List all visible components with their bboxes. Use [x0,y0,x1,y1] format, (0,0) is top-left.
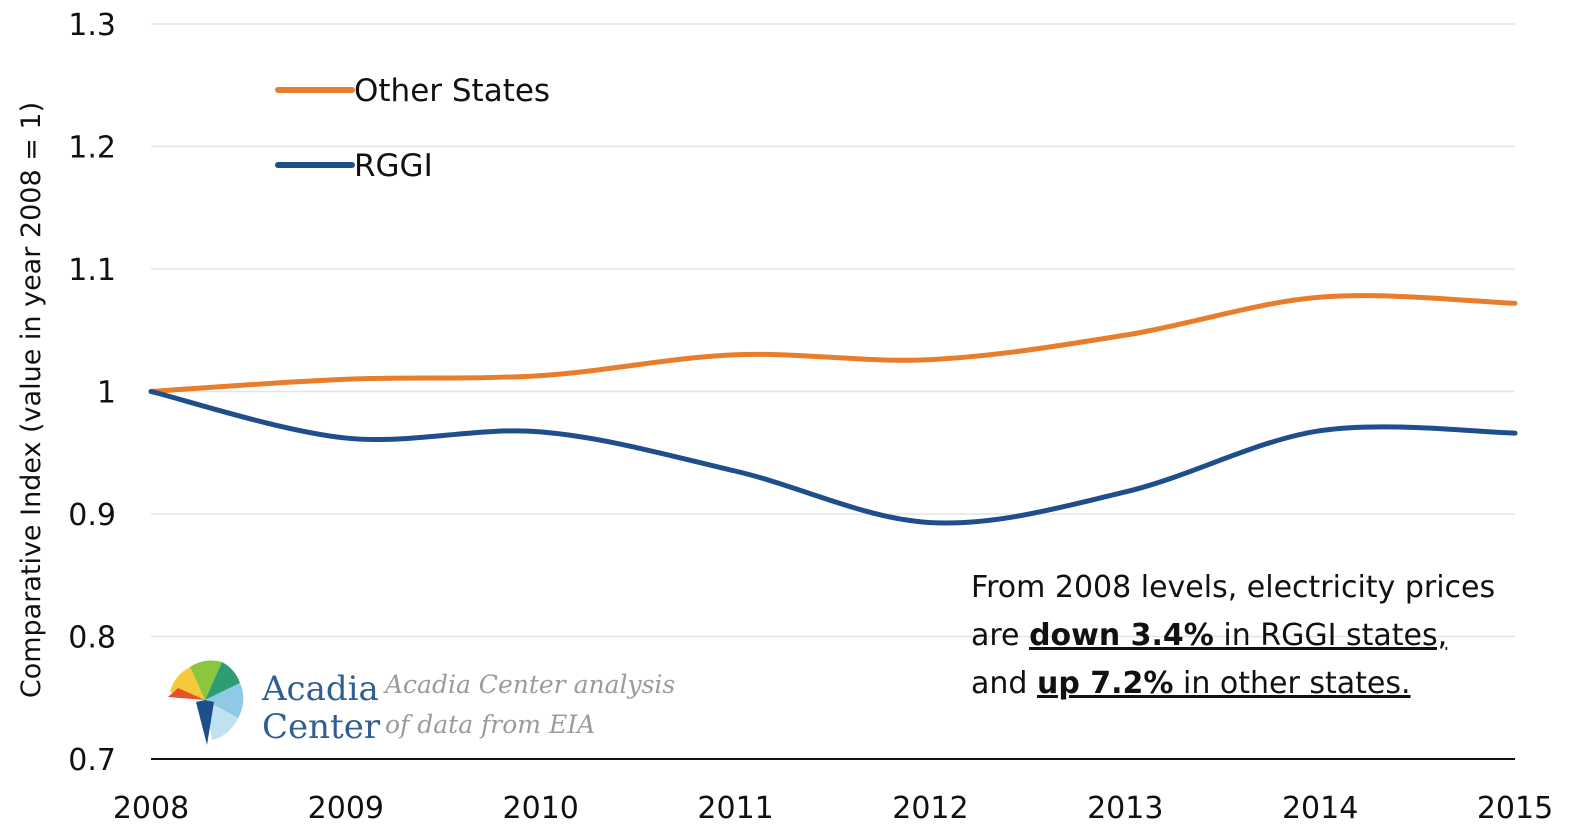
legend-label-rggi: RGGI [354,148,433,184]
annotation-note: From 2008 levels, electricity prices are… [971,570,1495,701]
note-line1: From 2008 levels, electricity prices [971,570,1495,605]
legend-label-other-states: Other States [354,73,550,109]
x-tick-label: 2013 [1087,791,1163,826]
note-line3-pre: and [971,666,1037,701]
gridlines [151,23,1515,638]
note-line1-text: From 2008 levels, electricity prices [971,570,1495,605]
series-line-rggi [148,389,1518,526]
x-tick-label: 2010 [503,791,579,826]
x-axis-ticks: 2008 2009 2010 2011 2012 2013 2014 2015 [113,791,1553,826]
y-axis-label: Comparative Index (value in year 2008 = … [16,102,47,698]
series-lines [148,293,1518,526]
y-tick-label: 0.7 [68,743,116,778]
x-tick-label: 2015 [1477,791,1553,826]
legend: Other States RGGI [275,73,550,184]
x-tick-label: 2008 [113,791,189,826]
logo-name-line1: Acadia [261,669,379,709]
y-tick-label: 1.3 [68,8,116,43]
note-line2-strong: down 3.4% [1029,618,1214,653]
note-line3-strong: up 7.2% [1037,666,1173,701]
y-tick-label: 0.8 [68,621,116,656]
acadia-leaf-icon [168,660,244,745]
x-tick-label: 2014 [1282,791,1358,826]
note-line2-pre: are [971,618,1029,653]
acadia-center-logo: Acadia Center Acadia Center analysis of … [168,660,675,747]
x-tick-label: 2011 [697,791,773,826]
note-line3: and up 7.2% in other states. [971,666,1411,701]
logo-caption-line1: Acadia Center analysis [383,670,675,699]
y-tick-label: 0.9 [68,498,116,533]
y-tick-label: 1.1 [68,253,116,288]
note-line2-rest: in RGGI states, [1214,618,1447,653]
y-tick-label: 1.2 [68,131,116,166]
y-axis-ticks: 0.7 0.8 0.9 1 1.1 1.2 1.3 [68,8,116,778]
logo-caption-line2: of data from EIA [385,710,595,739]
note-line3-rest: in other states. [1173,666,1410,701]
x-tick-label: 2009 [308,791,384,826]
series-line-other-states [148,293,1518,394]
logo-name-line2: Center [262,707,381,747]
note-line2: are down 3.4% in RGGI states, [971,618,1447,653]
y-tick-label: 1 [97,376,116,411]
x-tick-label: 2012 [892,791,968,826]
